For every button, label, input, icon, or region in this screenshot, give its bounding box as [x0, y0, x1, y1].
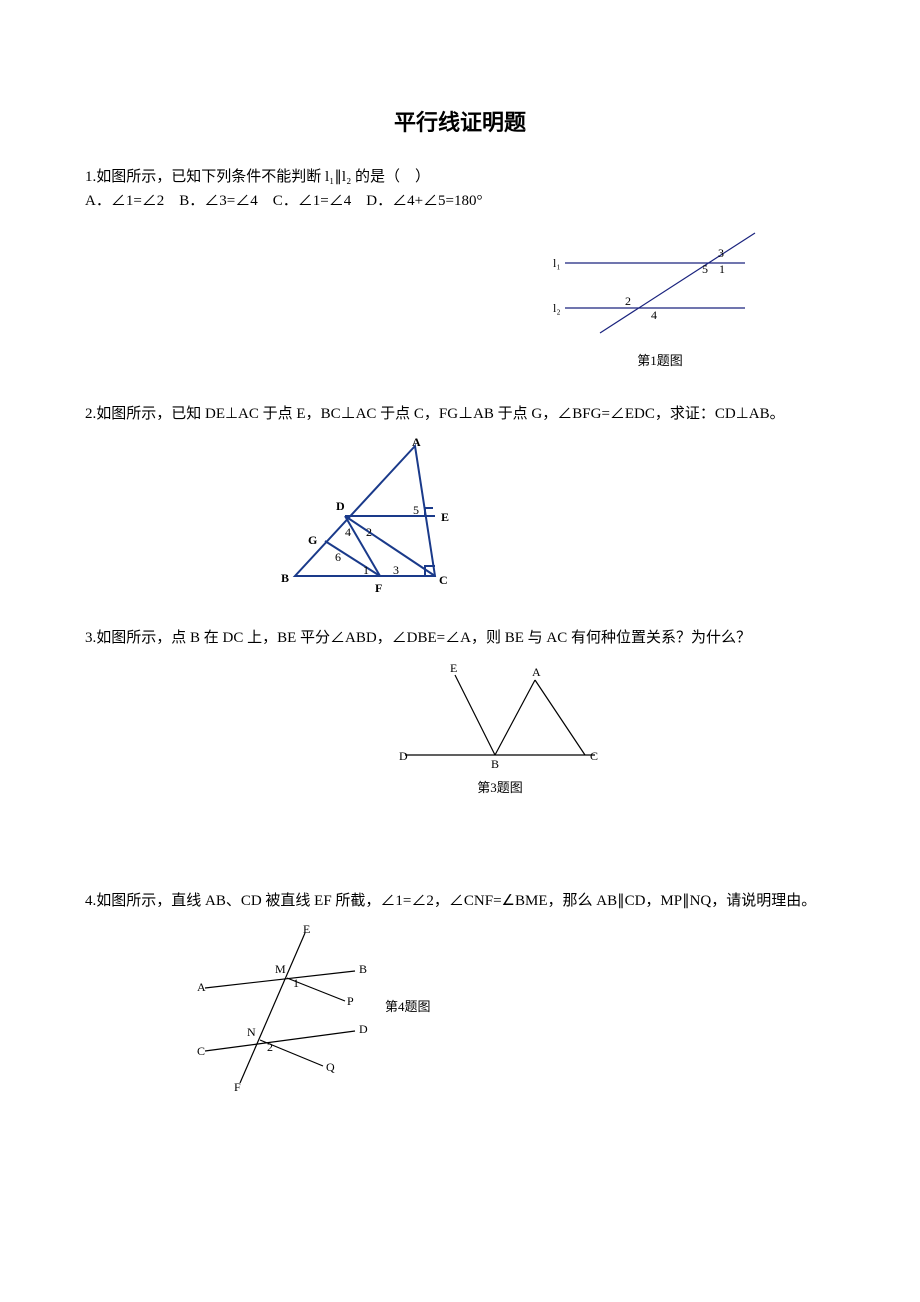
question-2: 2.如图所示，已知 DE⊥AC 于点 E，BC⊥AC 于点 C，FG⊥AB 于点… — [85, 402, 835, 426]
figure-1: l₁ l₂ 3 1 5 2 4 — [545, 223, 775, 343]
q4-A: A — [197, 980, 206, 994]
q3-D: D — [399, 749, 408, 763]
figure-4: E F A B C D M N P Q 1 2 — [195, 923, 375, 1093]
label-D: D — [336, 499, 345, 513]
figure-1-wrap: l₁ l₂ 3 1 5 2 4 第1题图 — [85, 223, 775, 372]
question-1: 1.如图所示，已知下列条件不能判断 l₁∥l₂ 的是（ ） A．∠1=∠2 B．… — [85, 165, 835, 213]
q4-N: N — [247, 1025, 256, 1039]
label-a1: 1 — [363, 563, 369, 577]
label-C: C — [439, 573, 448, 587]
figure-2-wrap: A B C D E F G 1 2 3 4 5 6 — [275, 436, 835, 596]
label-a1: 1 — [719, 262, 725, 276]
figure-3: D B C E A — [385, 660, 615, 770]
label-A: A — [412, 436, 421, 449]
label-F: F — [375, 581, 382, 595]
label-a3: 3 — [718, 246, 724, 260]
q1-optD: D．∠4+∠5=180° — [366, 193, 482, 209]
q4-text: 4.如图所示，直线 AB、CD 被直线 EF 所截，∠1=∠2，∠CNF=∠BM… — [85, 893, 816, 909]
q4-a2: 2 — [267, 1040, 273, 1054]
q3-C: C — [590, 749, 598, 763]
label-l1: l₁ — [553, 256, 561, 270]
label-a2: 2 — [366, 525, 372, 539]
q3-text: 3.如图所示，点 B 在 DC 上，BE 平分∠ABD，∠DBE=∠A，则 BE… — [85, 630, 751, 646]
label-a5: 5 — [702, 262, 708, 276]
q1-optC: C．∠1=∠4 — [273, 193, 351, 209]
q4-E: E — [303, 923, 310, 936]
q2-text: 2.如图所示，已知 DE⊥AC 于点 E，BC⊥AC 于点 C，FG⊥AB 于点… — [85, 406, 785, 422]
label-a6: 6 — [335, 550, 341, 564]
question-3: 3.如图所示，点 B 在 DC 上，BE 平分∠ABD，∠DBE=∠A，则 BE… — [85, 626, 835, 650]
label-B: B — [281, 571, 289, 585]
label-a4: 4 — [651, 308, 657, 322]
q1-text: 1.如图所示，已知下列条件不能判断 l₁∥l₂ 的是（ ） — [85, 169, 430, 185]
q4-P: P — [347, 994, 354, 1008]
label-G: G — [308, 533, 317, 547]
figure-4-caption: 第4题图 — [385, 997, 431, 1018]
figure-3-wrap: D B C E A 第3题图 — [165, 660, 835, 799]
q3-A: A — [532, 665, 541, 679]
label-a5: 5 — [413, 503, 419, 517]
q4-M: M — [275, 962, 286, 976]
label-a4: 4 — [345, 525, 351, 539]
q1-optB: B．∠3=∠4 — [179, 193, 257, 209]
q4-a1: 1 — [293, 976, 299, 990]
label-E: E — [441, 510, 449, 524]
figure-4-wrap: E F A B C D M N P Q 1 2 第4题图 — [195, 923, 835, 1093]
q4-B: B — [359, 962, 367, 976]
label-a2: 2 — [625, 294, 631, 308]
figure-3-caption: 第3题图 — [385, 778, 615, 799]
label-a3: 3 — [393, 563, 399, 577]
label-l2: l₂ — [553, 301, 561, 315]
q1-optA: A．∠1=∠2 — [85, 193, 164, 209]
page-title: 平行线证明题 — [85, 105, 835, 140]
q4-C: C — [197, 1044, 205, 1058]
q4-F: F — [234, 1080, 241, 1093]
figure-1-caption: 第1题图 — [545, 351, 775, 372]
question-4: 4.如图所示，直线 AB、CD 被直线 EF 所截，∠1=∠2，∠CNF=∠BM… — [85, 889, 835, 913]
q3-E: E — [450, 661, 457, 675]
q4-Q: Q — [326, 1060, 335, 1074]
q4-D: D — [359, 1022, 368, 1036]
figure-2: A B C D E F G 1 2 3 4 5 6 — [275, 436, 475, 596]
q3-B: B — [491, 757, 499, 770]
